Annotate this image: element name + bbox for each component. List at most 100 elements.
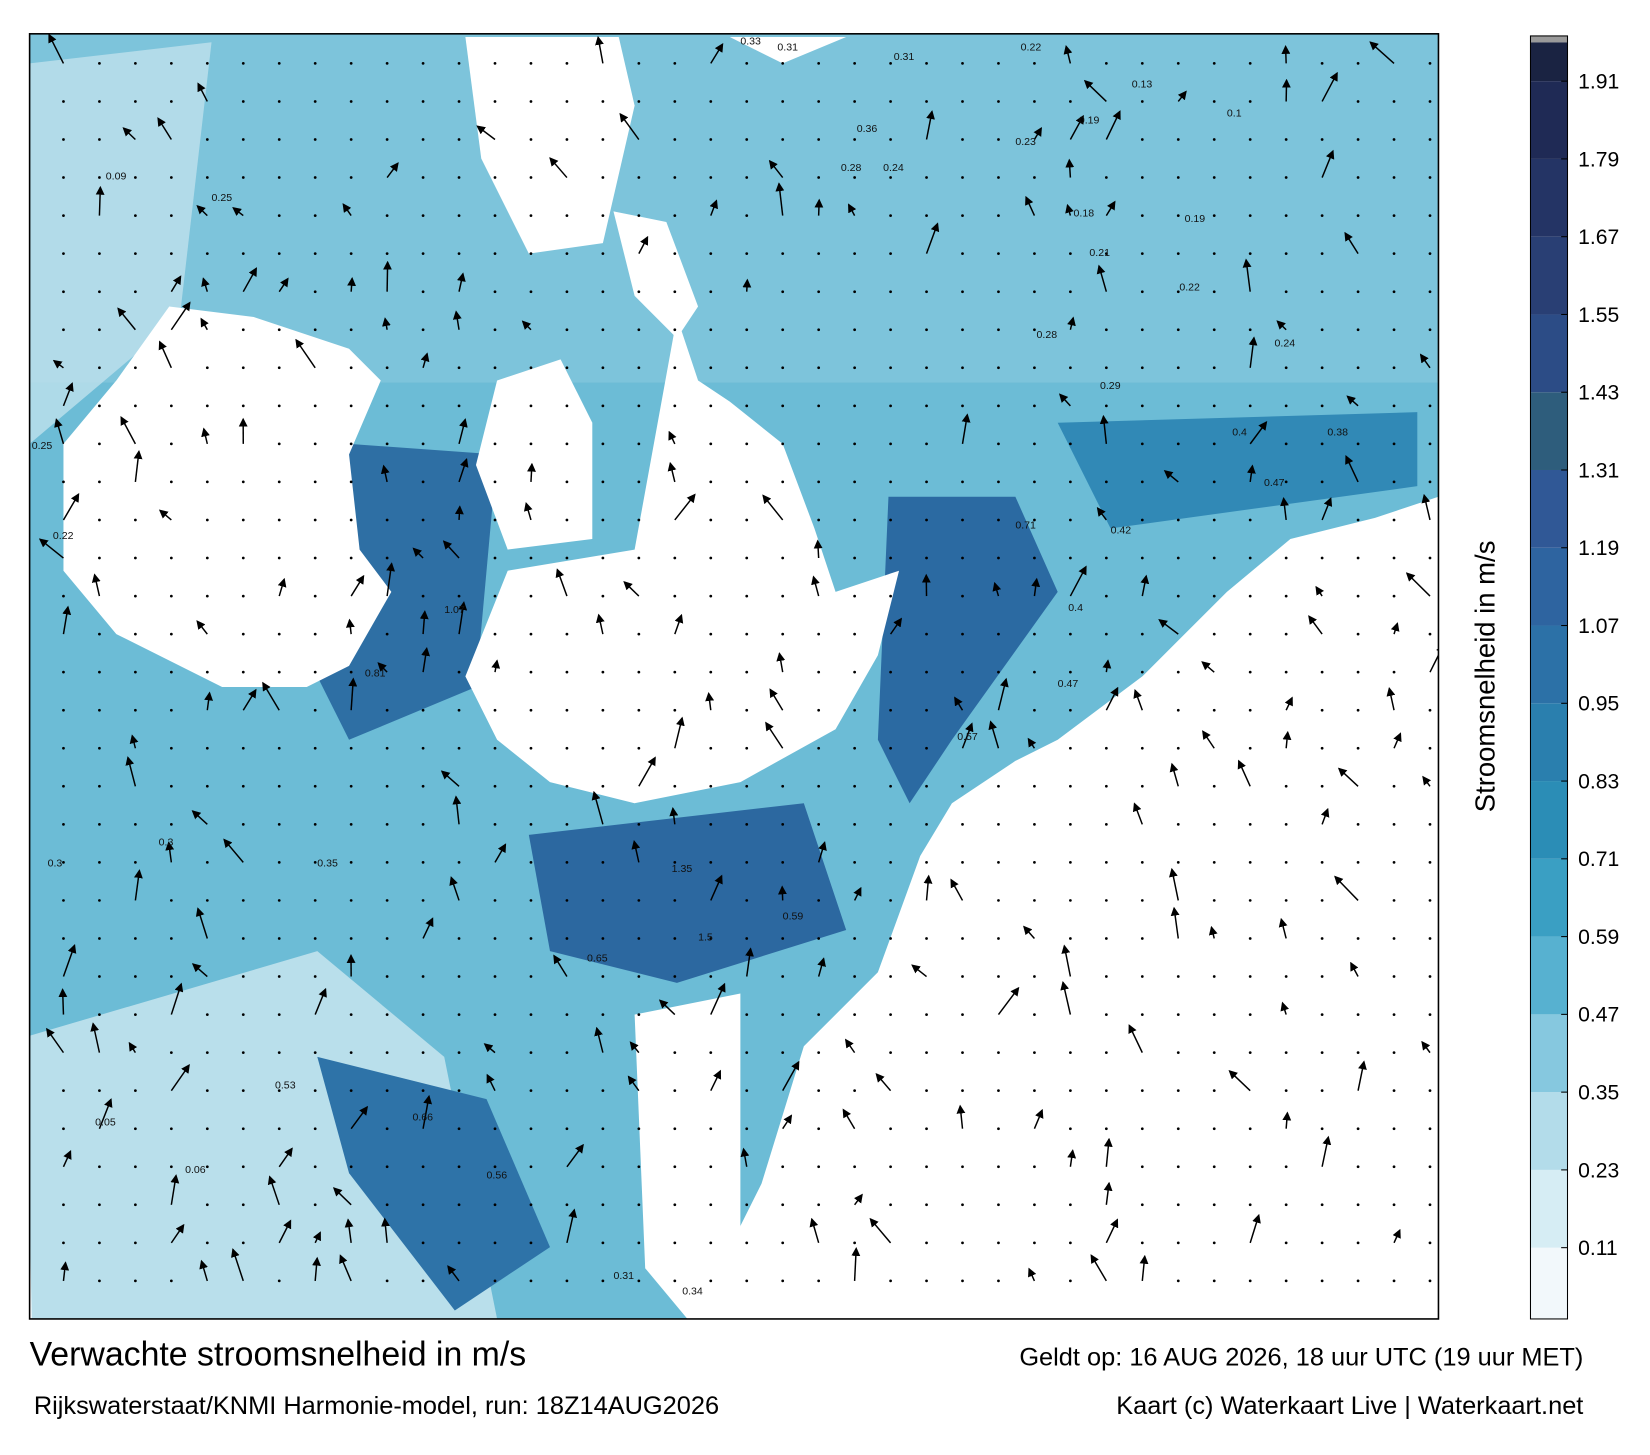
current-dot	[637, 937, 640, 940]
current-dot	[673, 62, 676, 65]
current-dot	[242, 975, 245, 978]
current-dot	[1177, 595, 1180, 598]
speed-label: 0.4	[1232, 426, 1247, 438]
current-dot	[961, 252, 964, 255]
current-dot	[673, 100, 676, 103]
current-dot	[98, 785, 101, 788]
current-dot	[458, 975, 461, 978]
current-dot	[961, 481, 964, 484]
current-dot	[98, 481, 101, 484]
current-dot	[98, 138, 101, 141]
current-dot	[1429, 1203, 1432, 1206]
current-dot	[530, 861, 533, 864]
current-dot	[134, 1165, 137, 1168]
current-dot	[637, 557, 640, 560]
current-dot	[278, 823, 281, 826]
current-dot	[1249, 252, 1252, 255]
current-dot	[925, 519, 928, 522]
current-dot	[134, 709, 137, 712]
current-dot	[745, 176, 748, 179]
current-dot	[1357, 443, 1360, 446]
current-dot	[745, 899, 748, 902]
current-dot	[1429, 252, 1432, 255]
current-dot	[314, 404, 317, 407]
current-dot	[1393, 519, 1396, 522]
current-dot	[422, 404, 425, 407]
current-dot	[206, 404, 209, 407]
colorbar-tick-label: 0.47	[1578, 1004, 1619, 1027]
speed-label: 0.47	[1058, 678, 1079, 690]
current-dot	[745, 252, 748, 255]
current-dot	[422, 176, 425, 179]
current-dot	[1033, 1013, 1036, 1016]
current-dot	[745, 519, 748, 522]
current-dot	[1249, 1013, 1252, 1016]
speed-label: 1.35	[672, 863, 693, 875]
current-dot	[853, 100, 856, 103]
current-dot	[98, 252, 101, 255]
current-dot	[458, 671, 461, 674]
current-dot	[1141, 633, 1144, 636]
current-dot	[709, 481, 712, 484]
current-dot	[566, 671, 569, 674]
current-dot	[458, 1089, 461, 1092]
current-dot	[961, 100, 964, 103]
current-dot	[781, 937, 784, 940]
current-dot	[170, 595, 173, 598]
current-dot	[709, 1165, 712, 1168]
current-dot	[602, 290, 605, 293]
current-dot	[1033, 252, 1036, 255]
current-dot	[494, 1280, 497, 1283]
current-dot	[1321, 443, 1324, 446]
current-dot	[98, 443, 101, 446]
current-dot	[134, 1280, 137, 1283]
current-dot	[1069, 1241, 1072, 1244]
current-dot	[673, 404, 676, 407]
current-dot	[1033, 633, 1036, 636]
current-dot	[997, 1127, 1000, 1130]
current-dot	[458, 100, 461, 103]
current-dot	[889, 214, 892, 217]
current-dot	[494, 328, 497, 331]
current-dot	[1177, 557, 1180, 560]
current-dot	[853, 481, 856, 484]
current-dot	[314, 100, 317, 103]
current-dot	[134, 519, 137, 522]
current-dot	[889, 519, 892, 522]
current-dot	[1285, 366, 1288, 369]
current-dot	[1429, 328, 1432, 331]
current-dot	[98, 899, 101, 902]
current-dot	[314, 519, 317, 522]
current-dot	[997, 443, 1000, 446]
current-dot	[494, 633, 497, 636]
current-dot	[997, 1165, 1000, 1168]
speed-label: 0.56	[487, 1169, 508, 1181]
current-dot	[458, 1051, 461, 1054]
current-dot	[1285, 861, 1288, 864]
current-dot	[1285, 671, 1288, 674]
current-dot	[494, 366, 497, 369]
current-dot	[386, 899, 389, 902]
current-dot	[745, 481, 748, 484]
current-dot	[781, 861, 784, 864]
current-dot	[530, 443, 533, 446]
current-dot	[1249, 176, 1252, 179]
current-dot	[1321, 290, 1324, 293]
current-dot	[530, 1013, 533, 1016]
current-dot	[1141, 100, 1144, 103]
speed-label: 0.57	[957, 731, 978, 743]
current-dot	[386, 937, 389, 940]
current-dot	[1213, 62, 1216, 65]
current-dot	[889, 481, 892, 484]
current-dot	[1069, 1127, 1072, 1130]
current-dot	[781, 252, 784, 255]
current-arrow	[387, 262, 388, 291]
current-dot	[889, 861, 892, 864]
current-dot	[1069, 709, 1072, 712]
current-dot	[1141, 975, 1144, 978]
current-dot	[853, 1013, 856, 1016]
current-dot	[673, 709, 676, 712]
current-dot	[961, 1089, 964, 1092]
speed-label: 0.23	[1015, 136, 1036, 148]
current-dot	[925, 861, 928, 864]
